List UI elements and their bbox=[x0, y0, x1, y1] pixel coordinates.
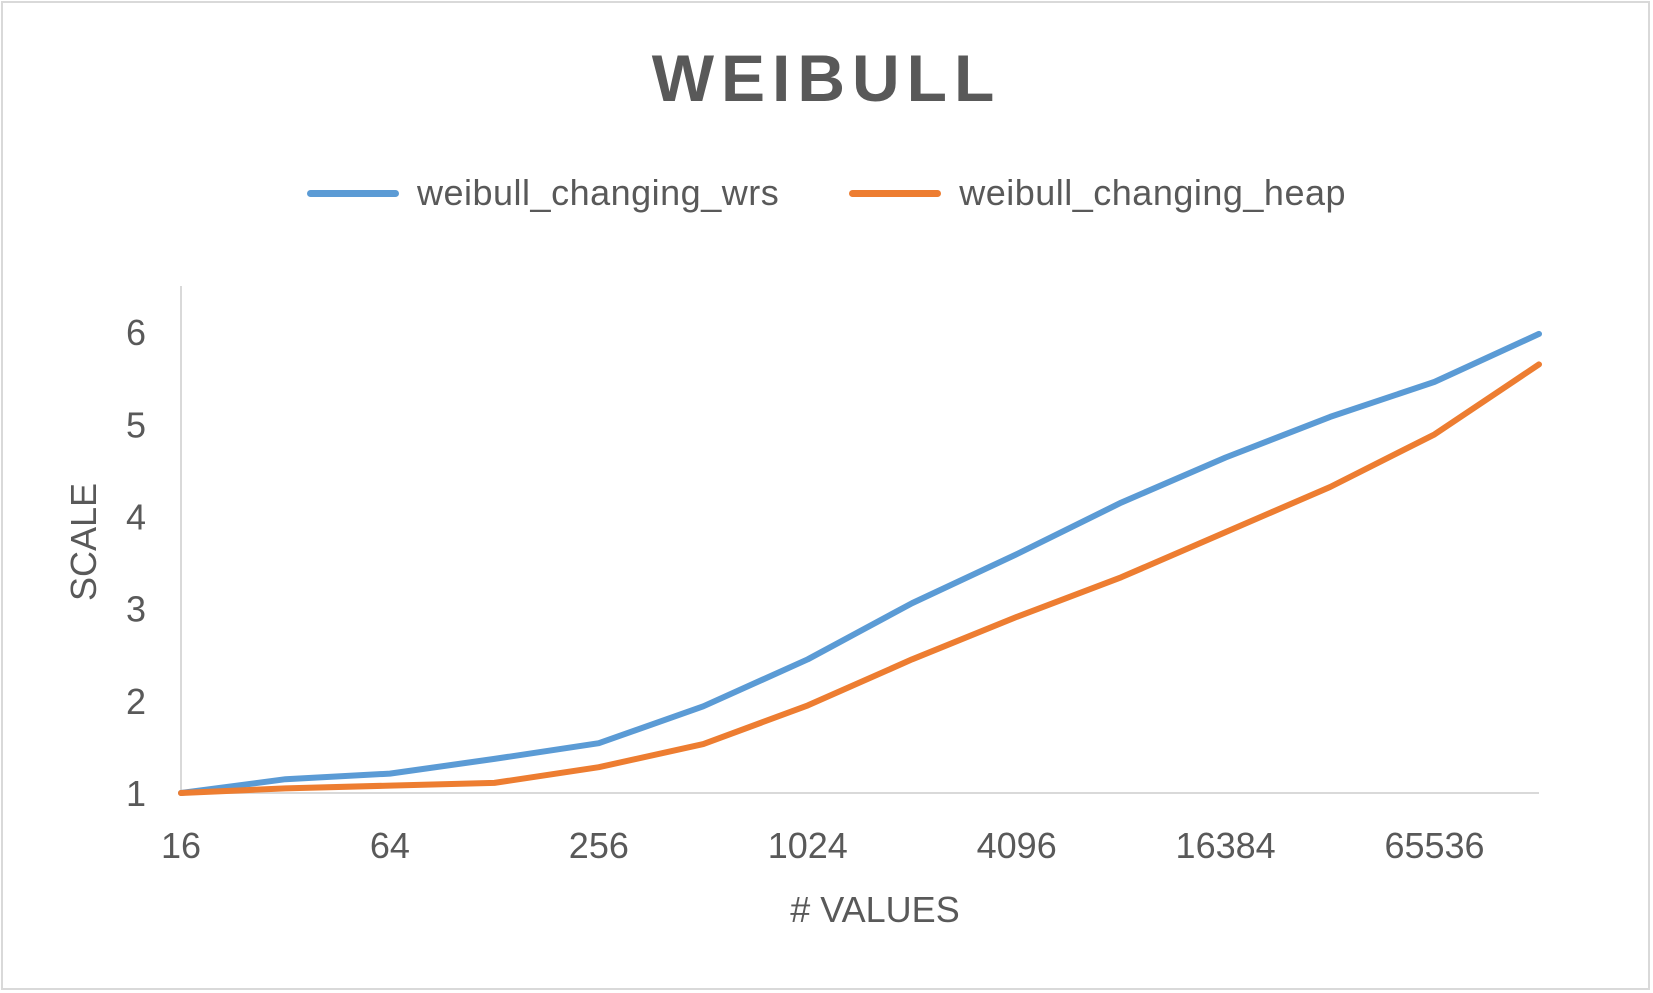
series-line-weibull_changing_wrs bbox=[178, 330, 1542, 796]
legend-label-wrs: weibull_changing_wrs bbox=[416, 172, 780, 213]
x-tick-label: 256 bbox=[569, 825, 629, 866]
legend-label-heap: weibull_changing_heap bbox=[959, 172, 1347, 213]
y-tick-label: 6 bbox=[126, 312, 146, 353]
legend-swatch-heap bbox=[849, 189, 942, 197]
x-tick-label: 64 bbox=[370, 825, 410, 866]
x-tick-label: 16384 bbox=[1176, 825, 1276, 866]
x-axis-label: # VALUES bbox=[790, 889, 959, 930]
y-tick-label: 2 bbox=[126, 681, 146, 722]
chart-title: WEIBULL bbox=[651, 41, 1002, 115]
x-tick-label: 1024 bbox=[768, 825, 848, 866]
x-tick-label: 16 bbox=[161, 825, 201, 866]
series-line-weibull_changing_heap bbox=[178, 361, 1542, 796]
y-tick-label: 4 bbox=[126, 496, 146, 537]
y-tick-label: 1 bbox=[126, 773, 146, 814]
y-tick-label: 5 bbox=[126, 404, 146, 445]
legend: weibull_changing_wrs weibull_changing_he… bbox=[0, 172, 1653, 214]
legend-item-heap: weibull_changing_heap bbox=[849, 172, 1346, 214]
legend-item-wrs: weibull_changing_wrs bbox=[306, 172, 780, 214]
y-axis-label: SCALE bbox=[63, 483, 104, 601]
legend-swatch-wrs bbox=[306, 189, 399, 197]
y-tick-label: 3 bbox=[126, 589, 146, 630]
x-tick-label: 65536 bbox=[1384, 825, 1484, 866]
x-tick-label: 4096 bbox=[977, 825, 1057, 866]
